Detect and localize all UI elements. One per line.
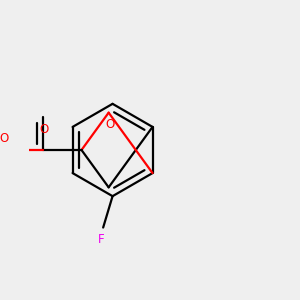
Text: O: O [0,132,9,145]
Text: F: F [98,233,104,246]
Text: O: O [40,123,49,136]
Text: O: O [106,118,115,131]
